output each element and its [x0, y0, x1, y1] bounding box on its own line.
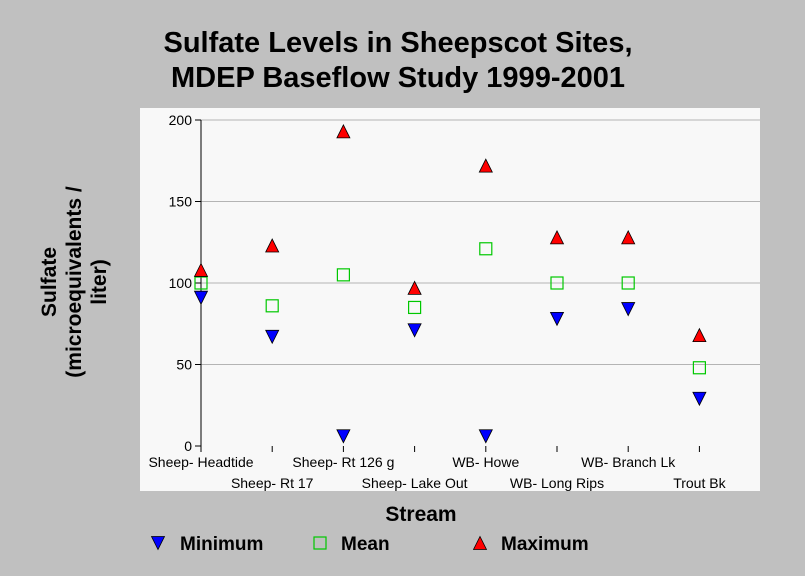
minimum-point	[336, 429, 351, 444]
mean-point	[408, 300, 422, 315]
y-tick-label: 50	[176, 357, 192, 373]
maximum-point	[549, 229, 565, 245]
minimum-point	[549, 311, 565, 327]
x-tick-label: Trout Bk	[673, 475, 726, 491]
y-tick-label: 0	[184, 438, 192, 454]
legend-maximum-marker	[472, 535, 488, 550]
y-tick-label: 150	[169, 194, 193, 210]
y-axis: 0 50 100 150 200	[169, 112, 202, 454]
x-tick-label: Sheep- Rt 126 g	[292, 454, 394, 470]
x-tick-label: Sheep- Lake Out	[362, 475, 468, 491]
minimum-point	[407, 323, 422, 338]
y-axis-title: Sulfate (microequivalents / liter)	[38, 186, 111, 378]
maximum-point	[407, 280, 422, 295]
minimum-point	[193, 290, 209, 306]
maximum-point	[265, 238, 280, 253]
x-tick-label: WB- Howe	[452, 454, 519, 470]
y-tick-label: 100	[169, 275, 193, 291]
y-tick-label: 200	[169, 112, 193, 128]
y-axis-title-line-1: Sulfate	[38, 247, 61, 317]
chart-title-line-1: Sulfate Levels in Sheepscot Sites,	[164, 27, 633, 59]
chart-title-line-2: MDEP Baseflow Study 1999-2001	[171, 62, 625, 94]
maximum-point	[692, 327, 707, 343]
mean-point	[692, 361, 707, 375]
maximum-point	[478, 158, 493, 173]
maximum-point	[621, 229, 636, 245]
y-axis-title-line-2: (microequivalents /	[63, 186, 86, 378]
mean-point	[550, 276, 564, 290]
legend-maximum-label: Maximum	[501, 534, 589, 555]
x-tick-label: Sheep- Rt 17	[231, 475, 314, 491]
minimum-point	[692, 391, 707, 407]
x-tick-label: WB- Long Rips	[510, 475, 604, 491]
legend-mean-label: Mean	[341, 534, 390, 555]
minimum-point	[621, 302, 636, 317]
y-axis-title-line-3: liter)	[88, 259, 111, 305]
minimum-point	[478, 429, 493, 444]
mean-point	[265, 299, 279, 313]
data-marks	[193, 124, 707, 444]
maximum-point	[336, 124, 351, 139]
mean-point	[621, 276, 635, 290]
legend: Minimum Mean Maximum	[150, 534, 589, 555]
x-tick-label: WB- Branch Lk	[581, 454, 676, 470]
mean-point	[336, 268, 350, 282]
maximum-point	[193, 262, 209, 277]
x-tick-label: Sheep- Headtide	[148, 454, 253, 470]
legend-minimum-label: Minimum	[180, 534, 263, 555]
x-axis-title: Stream	[385, 503, 456, 526]
minimum-point	[265, 329, 280, 345]
legend-mean-marker	[313, 536, 327, 550]
mean-point	[479, 242, 493, 256]
legend-minimum-marker	[150, 536, 166, 551]
mean-point	[194, 276, 208, 290]
x-axis: Sheep- Headtide Sheep- Rt 17 Sheep- Rt 126…	[148, 446, 727, 491]
gridlines	[201, 119, 760, 365]
plot-area	[140, 108, 760, 491]
